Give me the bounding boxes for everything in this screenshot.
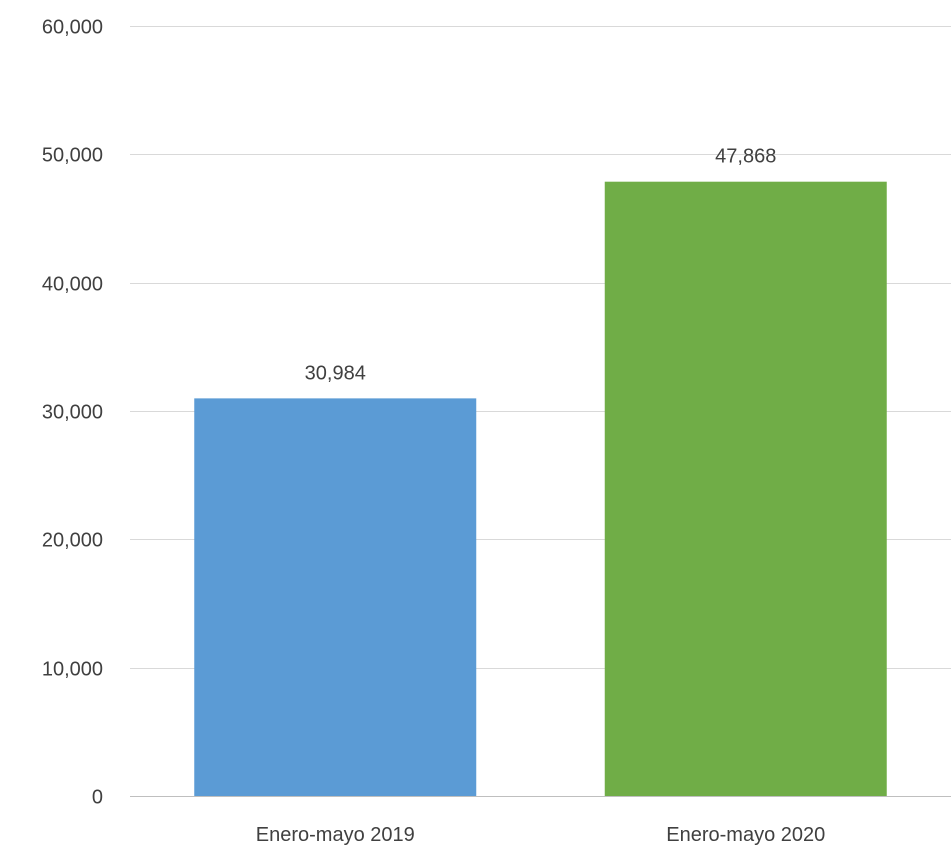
- x-category-label: Enero-mayo 2019: [256, 824, 415, 845]
- bar-value-label: 30,984: [305, 362, 366, 384]
- y-tick-label: 10,000: [42, 659, 103, 681]
- y-tick-label: 50,000: [42, 145, 103, 167]
- y-tick-label: 40,000: [42, 274, 103, 296]
- bar-value-label: 47,868: [715, 146, 776, 168]
- x-axis-category-labels: Enero-mayo 2019 Enero-mayo 2020: [256, 824, 825, 846]
- bars: [194, 181, 887, 797]
- y-tick-label: 30,000: [42, 402, 103, 424]
- x-category-label: Enero-mayo 2020: [666, 824, 825, 845]
- bar: [604, 181, 887, 797]
- y-tick-label: 60,000: [42, 17, 103, 39]
- y-tick-label: 0: [92, 787, 103, 809]
- y-tick-label: 20,000: [42, 530, 103, 552]
- data-labels: 30,984 47,868: [305, 146, 777, 385]
- y-axis-tick-labels: 0 10,000 20,000 30,000 40,000 50,000 60,000: [42, 17, 103, 809]
- bar: [194, 398, 477, 796]
